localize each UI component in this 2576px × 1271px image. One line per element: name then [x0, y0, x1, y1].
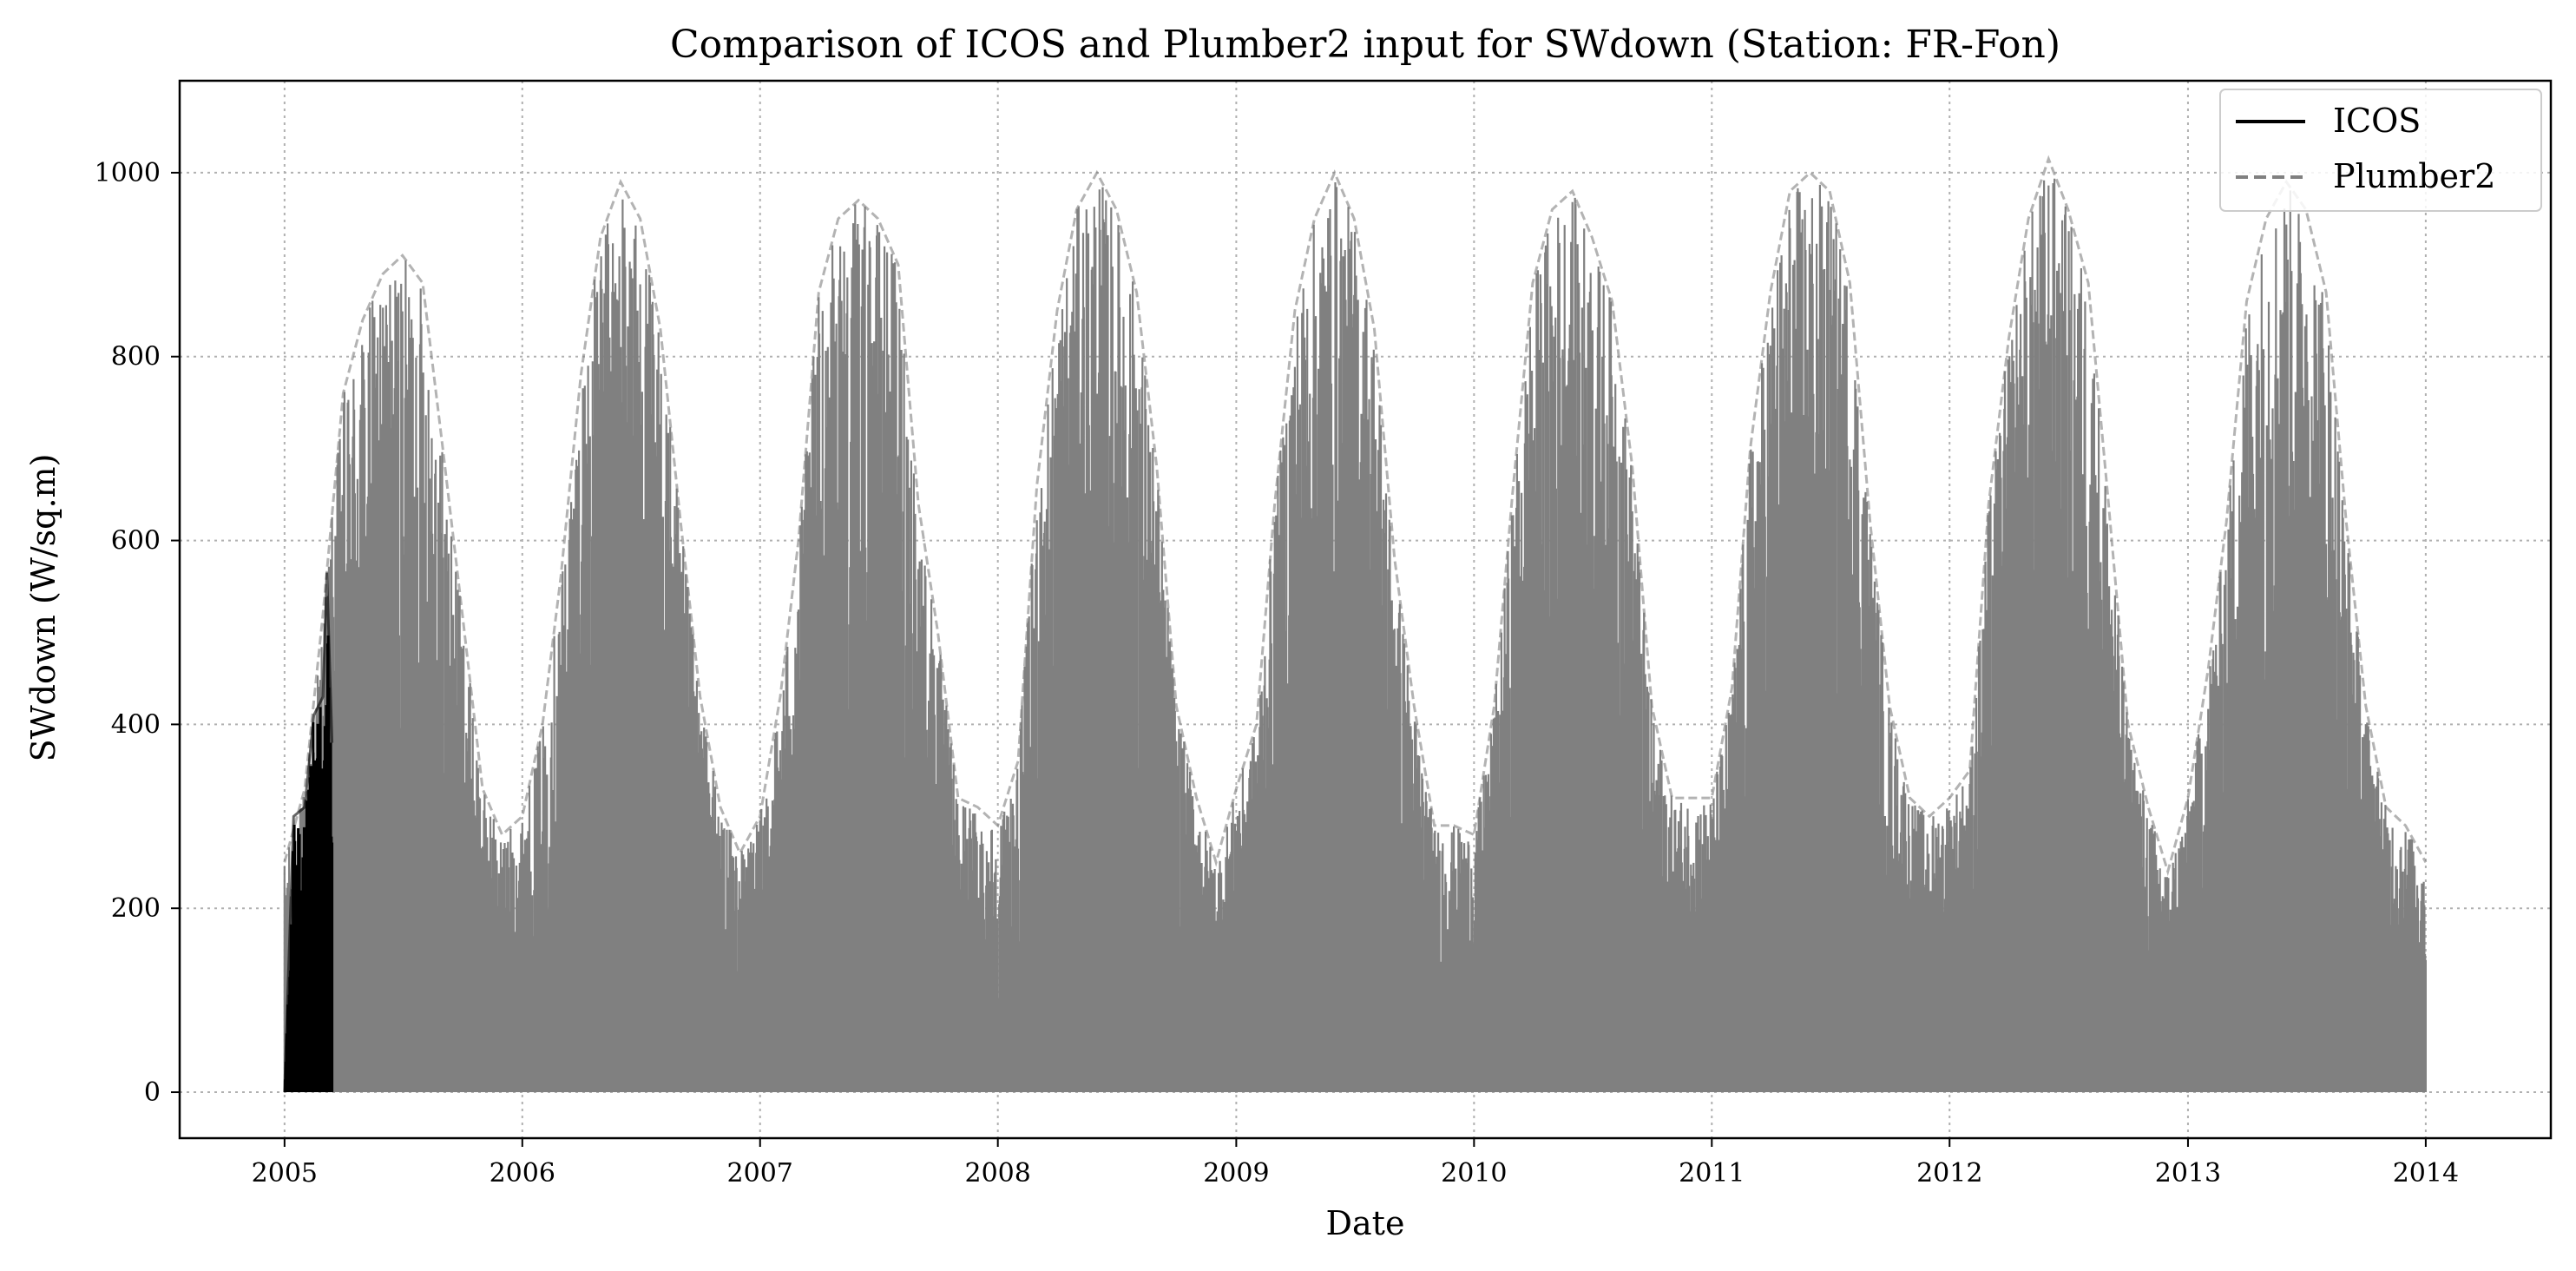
- axes-frame: [178, 79, 2553, 1140]
- x-tick-label: 2013: [2155, 1158, 2221, 1189]
- y-tick-label: 600: [111, 526, 161, 556]
- plot-area: [283, 155, 2428, 1093]
- x-tick-label: 2009: [1203, 1158, 1269, 1189]
- grid: [180, 81, 2551, 1138]
- y-tick-label: 0: [144, 1077, 161, 1108]
- series-icos: [284, 636, 334, 1092]
- series-plumber2: [283, 178, 2427, 1092]
- y-tick-label: 400: [111, 709, 161, 740]
- x-tick-label: 2014: [2393, 1158, 2459, 1189]
- axis-ticks: 2005 2006 2007 2008 2009 2010 2011 2012 2013 2014…: [95, 158, 2459, 1189]
- x-tick-label: 2007: [727, 1158, 793, 1189]
- x-tick-label: 2005: [252, 1158, 318, 1189]
- chart-title: Comparison of ICOS and Plumber2 input fo…: [670, 23, 2060, 67]
- x-tick-label: 2011: [1679, 1158, 1745, 1189]
- x-tick-label: 2012: [1916, 1158, 1982, 1189]
- y-tick-label: 800: [111, 342, 161, 372]
- x-axis-label: Date: [1326, 1204, 1405, 1242]
- x-tick-label: 2008: [965, 1158, 1031, 1189]
- y-tick-label: 1000: [95, 158, 161, 188]
- x-tick-label: 2010: [1441, 1158, 1507, 1189]
- x-tick-label: 2006: [490, 1158, 555, 1189]
- y-axis-label: SWdown (W/sq.m): [24, 454, 62, 762]
- y-tick-label: 200: [111, 893, 161, 924]
- legend-label-plumber2: Plumber2: [2333, 157, 2495, 195]
- legend-label-icos: ICOS: [2333, 102, 2421, 140]
- legend: ICOS Plumber2: [2219, 89, 2542, 212]
